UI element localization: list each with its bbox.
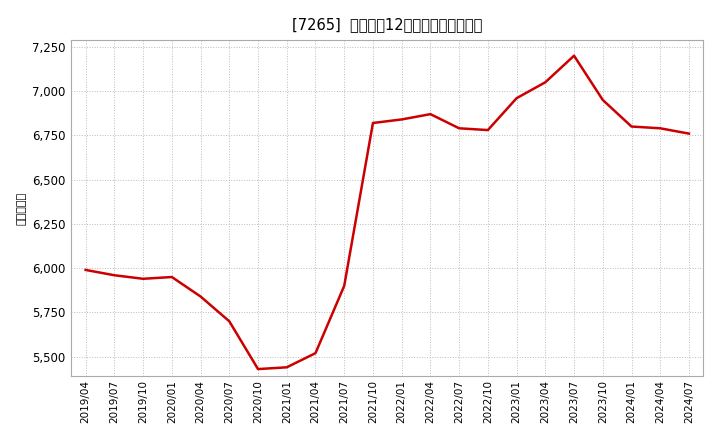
Title: [7265]  売上高の12か月移動合計の推移: [7265] 売上高の12か月移動合計の推移 (292, 17, 482, 32)
Y-axis label: （百万円）: （百万円） (17, 191, 27, 224)
